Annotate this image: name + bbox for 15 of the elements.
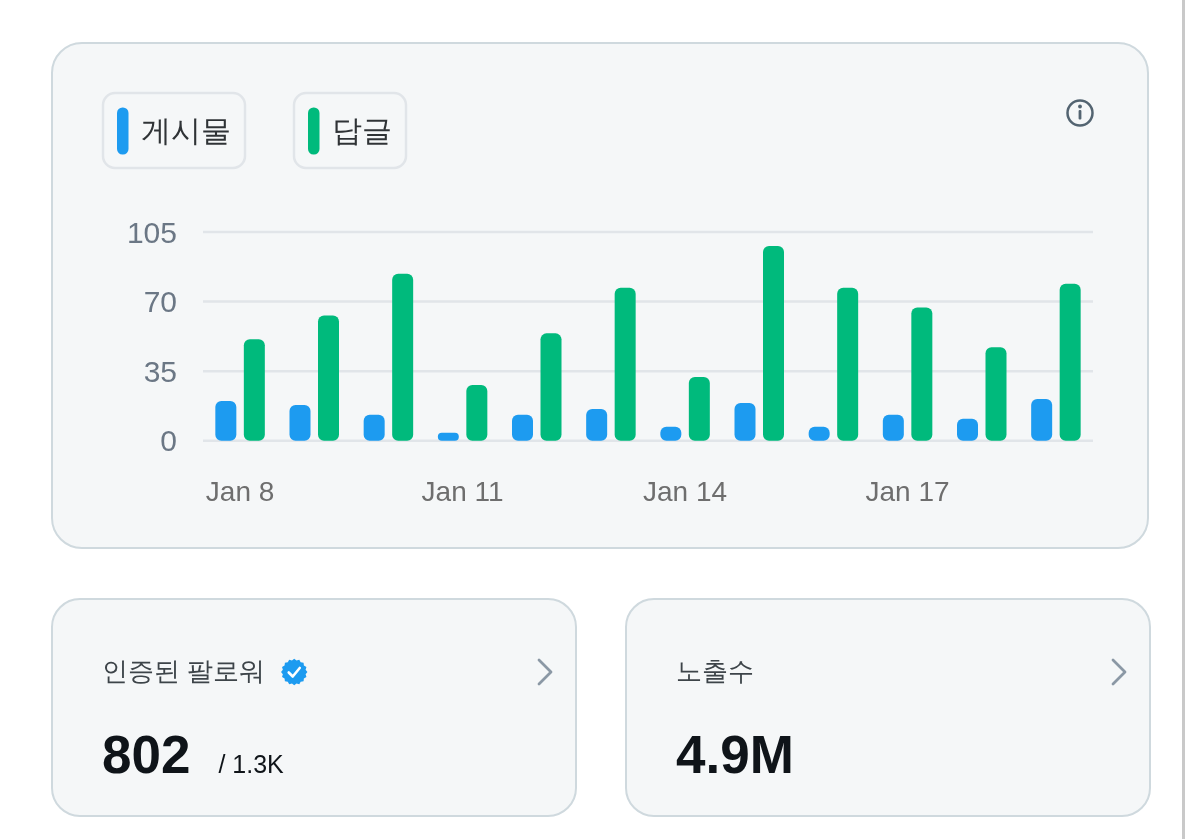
text: / 1.3K [218,750,285,778]
y-tick-label: 105 [126,215,177,249]
legend-label: 답글 [332,114,392,147]
text: 노출수 [676,656,754,686]
text: 802 [102,725,191,784]
text: 4.9M [676,725,794,784]
x-tick-label: Jan 14 [643,475,728,507]
y-tick-label: 35 [143,354,177,388]
text: 인증된 팔로워 [102,656,266,686]
x-tick-label: Jan 17 [865,475,950,507]
y-tick-label: 70 [143,285,177,319]
y-tick-label: 0 [160,424,177,458]
x-tick-label: Jan 8 [205,475,275,507]
x-tick-label: Jan 11 [421,475,504,507]
legend-label: 게시물 [141,114,231,147]
